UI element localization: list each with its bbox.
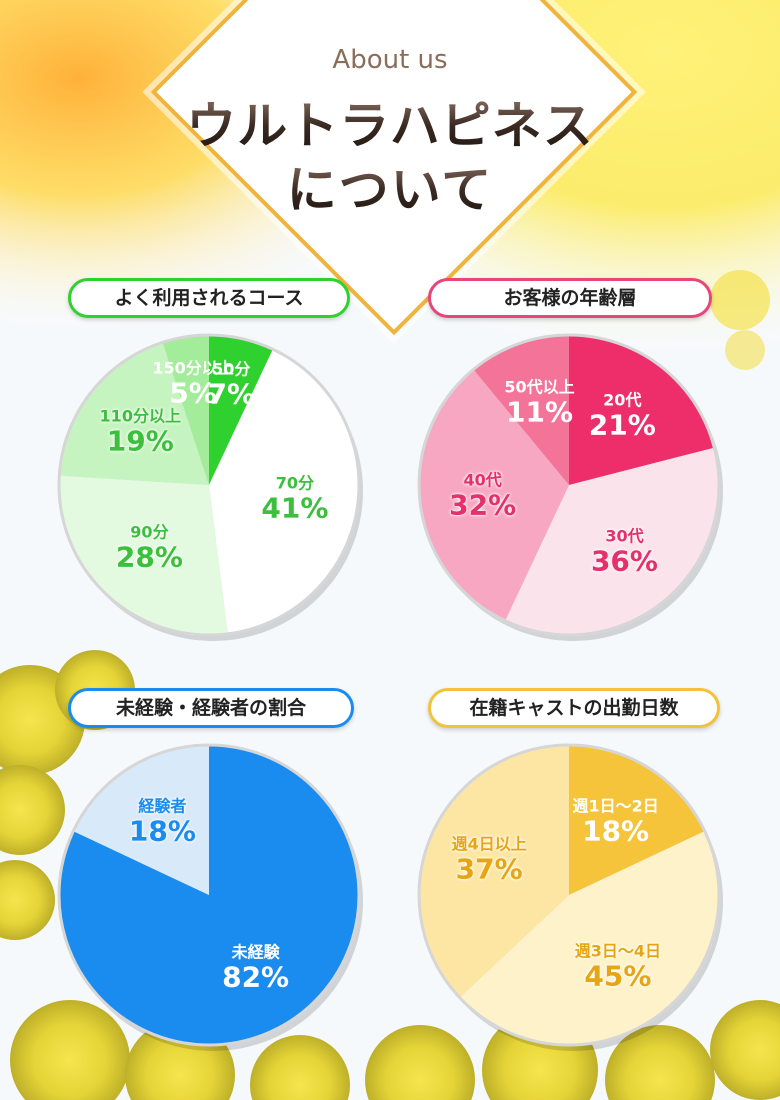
about-us-label: About us — [332, 45, 448, 75]
pie-slice-3 — [59, 342, 209, 485]
slice-percent: 41% — [261, 491, 329, 525]
pie-label-2: 90分 28% — [115, 522, 183, 574]
pie-slice-0 — [209, 335, 273, 485]
pie-slice-0 — [569, 335, 715, 485]
pie-label-2: 週4日以上 37% — [451, 834, 527, 886]
age-pie-chart: 20代 21% 30代 36% 40代 32% 50代以上 11% — [417, 333, 723, 641]
slice-percent: 36% — [590, 544, 658, 578]
pie-slice-0 — [569, 745, 705, 895]
page-title-line2: について — [0, 150, 780, 222]
slice-percent: 18% — [582, 814, 650, 848]
slice-name: 70分 — [275, 473, 315, 493]
slice-percent: 7% — [207, 377, 256, 411]
pie-slice-2 — [419, 369, 569, 621]
pie-outline — [417, 743, 721, 1047]
pie-label-1: 経験者 18% — [129, 798, 196, 845]
slice-name: 30代 — [605, 526, 644, 546]
pie-svg — [417, 743, 723, 1051]
pie-label-1: 70分 41% — [261, 475, 328, 522]
slice-name: 未経験 — [231, 942, 280, 962]
experience-chart-title: 未経験・経験者の割合 — [68, 688, 354, 728]
workdays-chart-title: 在籍キャストの出勤日数 — [428, 688, 720, 728]
page-title-line1: ウルトラハピネス — [0, 86, 780, 158]
pie-label-4: 150分以上 5% — [152, 358, 234, 410]
slice-percent: 11% — [506, 395, 574, 429]
pie-slice-1 — [209, 349, 359, 634]
slice-name: 経験者 — [138, 796, 187, 816]
slice-name: 週1日～2日 — [572, 796, 659, 816]
pie-outline — [417, 333, 721, 637]
pie-label-3: 50代以上 11% — [504, 377, 575, 429]
slice-name: 週3日～4日 — [574, 941, 662, 961]
slice-name: 20代 — [603, 390, 642, 410]
pie-svg — [57, 743, 363, 1051]
pie-outline — [57, 743, 361, 1047]
slice-name: 90分 — [130, 522, 169, 542]
slice-name: 50代以上 — [504, 377, 575, 397]
pie-slice-0 — [59, 745, 359, 1045]
slice-percent: 21% — [588, 408, 656, 442]
pie-label-0: 50分 7% — [207, 359, 256, 411]
slice-percent: 19% — [106, 424, 174, 458]
course-chart-title: よく利用されるコース — [68, 278, 350, 318]
slice-percent: 45% — [584, 959, 652, 993]
slice-percent: 18% — [128, 814, 196, 848]
pie-slice-3 — [473, 335, 569, 485]
pie-slice-1 — [505, 447, 719, 635]
age-chart-title: お客様の年齢層 — [428, 278, 712, 318]
pie-svg — [57, 333, 363, 641]
slice-name: 週4日以上 — [451, 834, 527, 854]
pie-slice-2 — [58, 475, 228, 635]
pie-label-0: 20代 21% — [588, 390, 656, 442]
course-pie-chart: 50分 7% 70分 41% 90分 28% 110分以上 19% 150分以上 5% — [57, 333, 363, 641]
slice-name: 150分以上 — [152, 358, 234, 378]
slice-percent: 82% — [222, 960, 290, 994]
pie-slice-2 — [419, 745, 569, 998]
pie-slice-4 — [162, 335, 209, 485]
slice-percent: 28% — [115, 540, 183, 574]
pie-outline — [57, 333, 361, 637]
pie-label-0: 未経験 82% — [222, 942, 290, 994]
pie-label-1: 30代 36% — [590, 526, 658, 578]
slice-percent: 5% — [169, 376, 217, 410]
workdays-pie-chart: 週1日～2日 18% 週3日～4日 45% 週4日以上 37% — [417, 743, 723, 1051]
pie-label-3: 110分以上 19% — [100, 408, 181, 455]
slice-name: 110分以上 — [99, 406, 181, 426]
pie-label-2: 40代 32% — [449, 472, 516, 519]
slice-percent: 37% — [455, 852, 523, 886]
pie-svg — [417, 333, 723, 641]
slice-name: 40代 — [463, 470, 502, 490]
pie-slice-1 — [73, 745, 209, 895]
slice-percent: 32% — [449, 488, 517, 522]
slice-name: 50分 — [212, 359, 251, 379]
experience-pie-chart: 未経験 82% 経験者 18% — [57, 743, 363, 1051]
pie-label-1: 週3日～4日 45% — [575, 943, 661, 990]
pie-label-0: 週1日～2日 18% — [572, 798, 658, 845]
pie-slice-1 — [459, 831, 719, 1045]
